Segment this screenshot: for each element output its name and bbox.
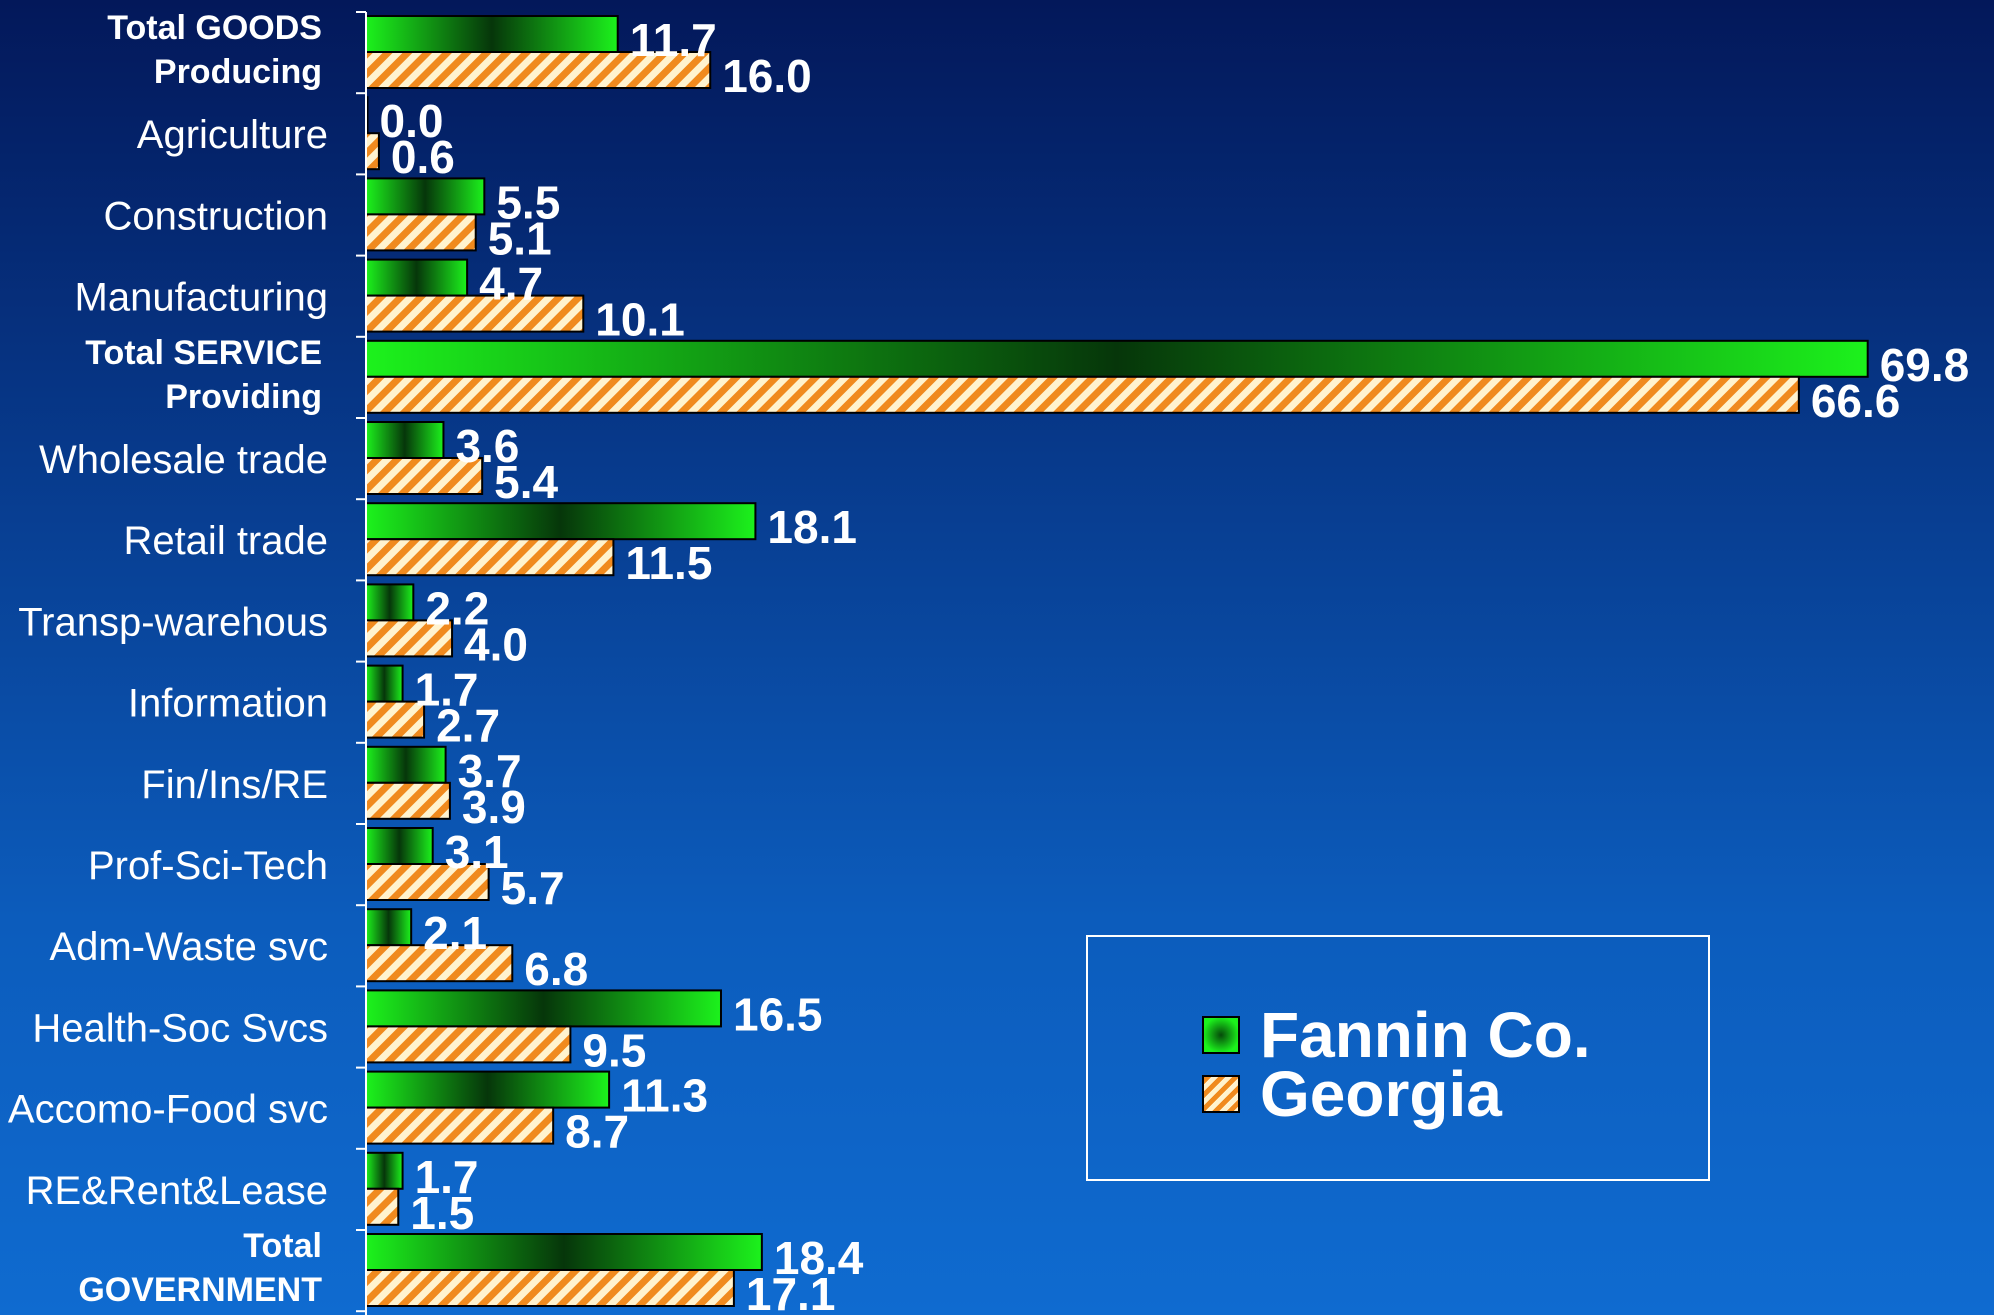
value-label-fannin-co-construction: 5.5 <box>496 176 560 228</box>
bar-georgia-total-government <box>365 1269 735 1307</box>
bar-fannin-co-accomo-food-svc <box>365 1070 611 1109</box>
bar-georgia-fin-ins-re <box>365 781 451 820</box>
value-label-fannin-co-transp-warehous: 2.2 <box>425 582 489 634</box>
bar-georgia-total-service-providing <box>365 375 1800 414</box>
category-label-retail-trade: Retail trade <box>123 519 328 563</box>
bar-fannin-co-fin-ins-re <box>365 745 447 784</box>
bar-fannin-co-wholesale-trade <box>365 421 445 459</box>
bar-georgia-retail-trade <box>365 538 615 577</box>
bar-fannin-co-manufacturing <box>365 258 469 297</box>
legend-swatch-fannin <box>1202 1016 1240 1054</box>
bar-georgia-adm-waste-svc <box>365 944 514 983</box>
bar-fannin-co-information <box>365 664 404 703</box>
value-label-georgia-agriculture: 0.6 <box>391 131 455 183</box>
value-label-georgia-wholesale-trade: 5.4 <box>494 456 558 508</box>
category-label-fin-ins-re: Fin/Ins/RE <box>141 763 328 807</box>
value-label-fannin-co-information: 1.7 <box>415 664 479 716</box>
value-label-georgia-prof-sci-tech: 5.7 <box>501 862 565 914</box>
bar-fannin-co-retail-trade <box>365 502 757 541</box>
value-label-fannin-co-re-rent-lease: 1.7 <box>415 1151 479 1203</box>
category-label-total-service-providing: Total SERVICE Providing <box>85 334 322 416</box>
bar-fannin-co-prof-sci-tech <box>365 827 434 865</box>
bar-fannin-co-construction <box>365 177 486 216</box>
bar-georgia-re-rent-lease <box>365 1187 400 1226</box>
legend-item-georgia: Georgia <box>1202 1058 1502 1130</box>
value-label-georgia-adm-waste-svc: 6.8 <box>524 943 588 995</box>
bar-fannin-co-transp-warehous <box>365 583 415 622</box>
bar-fannin-co-total-service-providing <box>365 339 1869 378</box>
legend-swatch-georgia <box>1202 1075 1240 1113</box>
category-label-construction: Construction <box>103 194 328 238</box>
category-label-accomo-food-svc: Accomo-Food svc <box>8 1088 328 1132</box>
value-label-fannin-co-agriculture: 0.0 <box>380 95 444 147</box>
value-label-georgia-re-rent-lease: 1.5 <box>410 1187 474 1239</box>
bar-georgia-construction <box>365 213 477 252</box>
bar-fannin-co-total-goods-producing <box>365 15 619 53</box>
category-label-information: Information <box>128 682 328 726</box>
value-label-georgia-health-soc-svcs: 9.5 <box>582 1024 646 1076</box>
value-label-georgia-accomo-food-svc: 8.7 <box>565 1106 629 1158</box>
bar-georgia-accomo-food-svc <box>365 1106 555 1145</box>
category-label-prof-sci-tech: Prof-Sci-Tech <box>88 844 328 888</box>
value-label-georgia-total-government: 17.1 <box>746 1268 836 1315</box>
legend-label-georgia: Georgia <box>1260 1058 1502 1130</box>
legend: Fannin Co. Georgia <box>1086 935 1710 1181</box>
category-label-total-government: Total GOVERNMENT <box>78 1227 322 1309</box>
legend-item-fannin: Fannin Co. <box>1202 999 1591 1071</box>
value-label-georgia-fin-ins-re: 3.9 <box>462 781 526 833</box>
category-label-adm-waste-svc: Adm-Waste svc <box>49 925 328 969</box>
value-label-georgia-construction: 5.1 <box>488 212 552 264</box>
category-label-wholesale-trade: Wholesale trade <box>39 438 328 482</box>
bar-georgia-health-soc-svcs <box>365 1025 572 1064</box>
value-label-georgia-information: 2.7 <box>436 700 500 752</box>
value-labels: 11.716.00.00.65.55.14.710.169.866.63.65.… <box>380 14 1970 1315</box>
bar-fannin-co-health-soc-svcs <box>365 989 722 1028</box>
value-label-fannin-co-adm-waste-svc: 2.1 <box>423 907 487 959</box>
value-label-georgia-retail-trade: 11.5 <box>625 537 712 589</box>
category-label-re-rent-lease: RE&Rent&Lease <box>26 1169 328 1213</box>
category-label-manufacturing: Manufacturing <box>75 276 328 320</box>
category-label-health-soc-svcs: Health-Soc Svcs <box>32 1006 328 1050</box>
value-label-georgia-transp-warehous: 4.0 <box>464 618 528 670</box>
value-label-fannin-co-prof-sci-tech: 3.1 <box>445 826 509 878</box>
value-label-fannin-co-fin-ins-re: 3.7 <box>458 745 522 797</box>
bar-fannin-co-adm-waste-svc <box>365 908 413 947</box>
bar-georgia-total-goods-producing <box>365 51 712 89</box>
value-label-fannin-co-retail-trade: 18.1 <box>767 501 857 553</box>
value-label-fannin-co-manufacturing: 4.7 <box>479 258 543 310</box>
value-label-georgia-total-service-providing: 66.6 <box>1811 375 1901 427</box>
value-label-georgia-total-goods-producing: 16.0 <box>722 50 812 102</box>
bar-georgia-wholesale-trade <box>365 457 484 495</box>
bar-fannin-co-total-government <box>365 1233 763 1271</box>
y-axis <box>356 11 367 1315</box>
bars <box>365 15 1869 1307</box>
value-label-fannin-co-total-government: 18.4 <box>774 1232 864 1284</box>
category-label-transp-warehous: Transp-warehous <box>18 600 328 644</box>
value-label-georgia-manufacturing: 10.1 <box>595 294 685 346</box>
bar-georgia-manufacturing <box>365 294 585 333</box>
legend-label-fannin: Fannin Co. <box>1260 999 1591 1071</box>
value-label-fannin-co-wholesale-trade: 3.6 <box>455 420 519 472</box>
value-label-fannin-co-health-soc-svcs: 16.5 <box>733 988 823 1040</box>
category-label-total-goods-producing: Total GOODS Producing <box>107 9 322 91</box>
category-label-agriculture: Agriculture <box>137 113 328 157</box>
value-label-fannin-co-total-goods-producing: 11.7 <box>630 14 717 66</box>
value-label-fannin-co-total-service-providing: 69.8 <box>1880 339 1970 391</box>
bar-georgia-agriculture <box>365 132 380 171</box>
category-labels: Total GOODS Producing Agriculture Construct… <box>8 9 328 1309</box>
value-label-fannin-co-accomo-food-svc: 11.3 <box>621 1070 708 1122</box>
bar-fannin-co-re-rent-lease <box>365 1151 404 1190</box>
